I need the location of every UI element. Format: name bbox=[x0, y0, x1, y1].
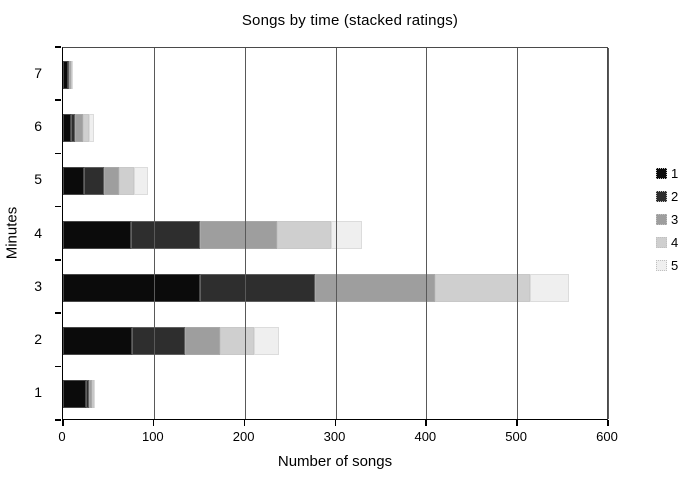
y-axis-tick bbox=[55, 99, 61, 101]
x-axis-tick bbox=[607, 420, 609, 426]
x-axis-tick bbox=[62, 420, 64, 426]
bar-segment-rating-1 bbox=[63, 113, 72, 142]
bar-segment-rating-2 bbox=[83, 167, 104, 196]
legend-swatch bbox=[656, 191, 667, 202]
gridline-x-500 bbox=[517, 48, 519, 419]
y-axis-tick bbox=[55, 312, 61, 314]
legend-entry-rating-2: 2 bbox=[656, 185, 678, 208]
bar-segment-rating-3 bbox=[199, 220, 277, 249]
legend-entry-rating-3: 3 bbox=[656, 208, 678, 231]
x-axis-tick-label: 200 bbox=[232, 429, 255, 444]
bar-segment-rating-2 bbox=[85, 380, 90, 409]
bar-segment-rating-4 bbox=[435, 273, 530, 302]
bar-segment-rating-5 bbox=[133, 167, 148, 196]
plot-area bbox=[62, 47, 609, 420]
legend-label: 3 bbox=[671, 212, 679, 227]
bar-segment-rating-2 bbox=[71, 113, 75, 142]
y-axis-tick bbox=[55, 205, 61, 208]
bar-segment-rating-4 bbox=[92, 380, 94, 409]
bar-minutes-7 bbox=[63, 60, 73, 89]
x-axis-tick bbox=[152, 420, 155, 426]
gridline-x-200 bbox=[244, 48, 246, 419]
x-axis-tick-label: 600 bbox=[596, 429, 618, 444]
bar-segment-rating-1 bbox=[63, 380, 86, 409]
x-axis-tick-label: 300 bbox=[323, 429, 346, 444]
gridline-x-300 bbox=[335, 48, 337, 419]
x-axis-tick-label: 0 bbox=[58, 429, 66, 444]
legend-entry-rating-4: 4 bbox=[656, 231, 678, 254]
legend-label: 1 bbox=[671, 166, 679, 181]
bar-segment-rating-2 bbox=[199, 273, 316, 302]
bar-minutes-2 bbox=[63, 327, 279, 356]
gridline-x-600 bbox=[608, 48, 609, 419]
bar-segment-rating-2 bbox=[67, 60, 70, 89]
bar-minutes-3 bbox=[63, 273, 569, 302]
bar-segment-rating-3 bbox=[315, 273, 436, 302]
y-axis-tick bbox=[55, 152, 61, 155]
chart-title: Songs by time (stacked ratings) bbox=[241, 12, 459, 29]
bar-minutes-5 bbox=[63, 167, 148, 196]
bar-segment-rating-3 bbox=[69, 60, 72, 89]
bar-minutes-6 bbox=[63, 113, 94, 142]
y-axis-tick bbox=[55, 46, 61, 48]
bar-segment-rating-1 bbox=[63, 327, 133, 356]
legend-label: 5 bbox=[671, 258, 679, 273]
legend-swatch bbox=[656, 168, 667, 179]
bar-segment-rating-2 bbox=[132, 327, 185, 356]
y-axis-tick bbox=[55, 259, 61, 261]
legend-entry-rating-5: 5 bbox=[656, 254, 678, 277]
bar-segment-rating-3 bbox=[103, 167, 120, 196]
bar-segment-rating-2 bbox=[131, 220, 200, 249]
bar-segment-rating-3 bbox=[74, 113, 83, 142]
legend-label: 2 bbox=[671, 189, 679, 204]
bar-segment-rating-1 bbox=[63, 273, 200, 302]
legend-swatch bbox=[656, 214, 667, 225]
bar-segment-rating-1 bbox=[63, 220, 132, 249]
y-axis-tick bbox=[55, 365, 61, 368]
x-axis-tick bbox=[516, 420, 518, 426]
bar-segment-rating-5 bbox=[72, 60, 73, 89]
gridline-x-400 bbox=[426, 48, 428, 419]
legend-swatch bbox=[656, 260, 667, 271]
x-axis-tick-label: 400 bbox=[414, 429, 437, 444]
bar-segment-rating-4 bbox=[219, 327, 255, 356]
bar-segment-rating-5 bbox=[93, 380, 95, 409]
x-axis-title: Number of songs bbox=[277, 453, 393, 470]
bar-segment-rating-5 bbox=[254, 327, 279, 356]
y-axis-title-text: Minutes bbox=[3, 206, 21, 260]
x-axis-tick bbox=[334, 420, 336, 426]
legend-entry-rating-1: 1 bbox=[656, 162, 678, 185]
bar-minutes-4 bbox=[63, 220, 363, 249]
bar-segment-rating-3 bbox=[89, 380, 93, 409]
bar-segment-rating-4 bbox=[276, 220, 331, 249]
y-axis-tick bbox=[55, 419, 61, 421]
legend: 1 2 3 4 5 bbox=[656, 162, 678, 277]
bar-minutes-1 bbox=[63, 380, 95, 409]
bar-segment-rating-3 bbox=[184, 327, 220, 356]
bar-segment-rating-4 bbox=[71, 60, 73, 89]
gridline-x-100 bbox=[153, 48, 155, 419]
bar-segment-rating-5 bbox=[89, 113, 94, 142]
legend-swatch bbox=[656, 237, 667, 248]
legend-label: 4 bbox=[671, 235, 679, 250]
bar-segment-rating-1 bbox=[63, 167, 84, 196]
x-axis-tick bbox=[243, 420, 246, 426]
bar-segment-rating-4 bbox=[83, 113, 90, 142]
x-axis-tick-label: 100 bbox=[141, 429, 164, 444]
bar-segment-rating-5 bbox=[529, 273, 569, 302]
bar-segment-rating-1 bbox=[63, 60, 68, 89]
x-axis-tick bbox=[425, 420, 427, 426]
x-axis-tick-label: 500 bbox=[505, 429, 528, 444]
bar-segment-rating-4 bbox=[119, 167, 134, 196]
